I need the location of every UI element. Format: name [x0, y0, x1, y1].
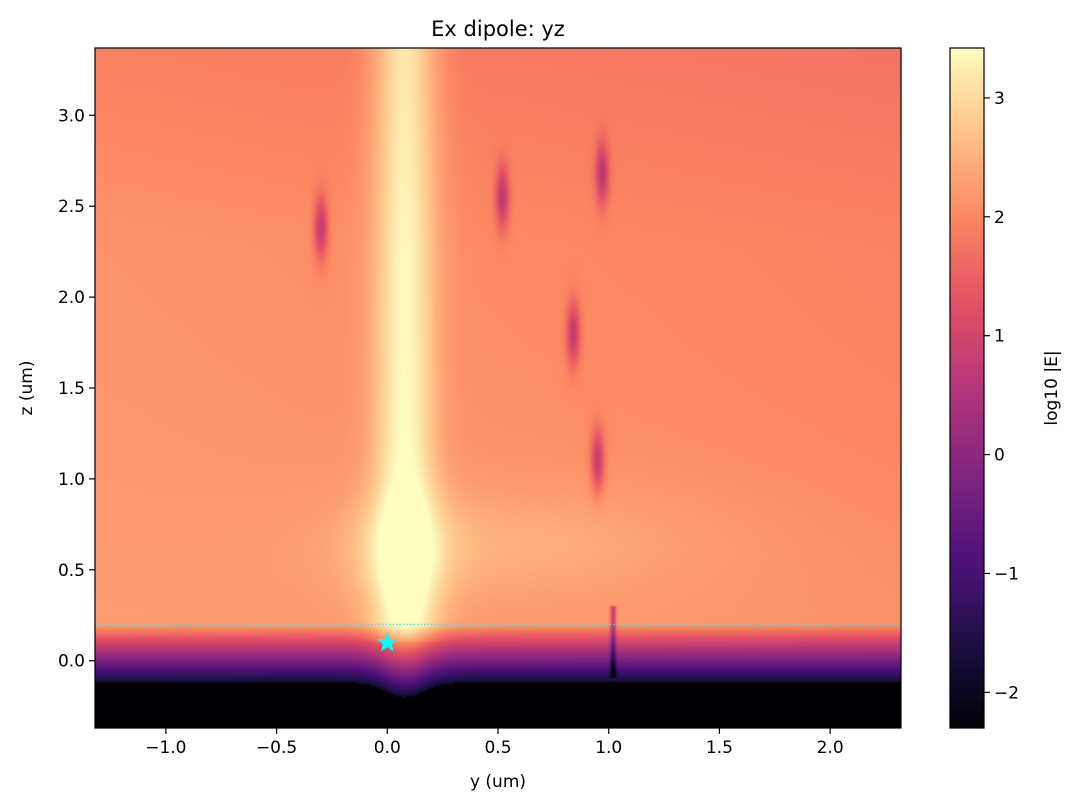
y-tick-label: 1.0	[58, 470, 85, 490]
colorbar-tick-label: −2	[994, 683, 1019, 703]
colorbar-label: log10 |E|	[1042, 350, 1062, 425]
colorbar-tick-label: −1	[994, 564, 1019, 584]
y-tick-label: 0.0	[58, 652, 85, 672]
colorbar-tick-label: 0	[994, 446, 1005, 466]
colorbar-gradient	[949, 47, 985, 729]
x-axis-label: y (um)	[470, 772, 526, 792]
x-axis: −1.0 −0.5 0.0 0.5 1.0 1.5 2.0	[145, 728, 844, 758]
colorbar: −2 −1 0 1 2 3 log10 |E|	[949, 47, 1062, 729]
colorbar-axis: −2 −1 0 1 2 3	[984, 89, 1019, 703]
y-axis-label: z (um)	[17, 361, 37, 416]
y-tick-label: 2.5	[58, 197, 85, 217]
y-tick-label: 3.0	[58, 106, 85, 126]
y-tick-label: 0.5	[58, 561, 85, 581]
plot-area	[95, 48, 901, 728]
x-tick-label: 0.0	[374, 738, 401, 758]
y-axis: 0.0 0.5 1.0 1.5 2.0 2.5 3.0	[58, 106, 95, 672]
x-tick-label: −0.5	[256, 738, 297, 758]
x-tick-label: −1.0	[145, 738, 186, 758]
x-tick-label: 2.0	[817, 738, 844, 758]
x-tick-label: 1.0	[595, 738, 622, 758]
chart-title: Ex dipole: yz	[431, 17, 565, 41]
y-tick-label: 2.0	[58, 288, 85, 308]
x-tick-label: 0.5	[484, 738, 511, 758]
heatmap-image	[95, 48, 901, 728]
colorbar-tick-label: 1	[994, 327, 1005, 347]
colorbar-tick-label: 2	[994, 208, 1005, 228]
y-tick-label: 1.5	[58, 379, 85, 399]
source-star-marker	[376, 631, 398, 652]
colorbar-tick-label: 3	[994, 89, 1005, 109]
x-tick-label: 1.5	[706, 738, 733, 758]
